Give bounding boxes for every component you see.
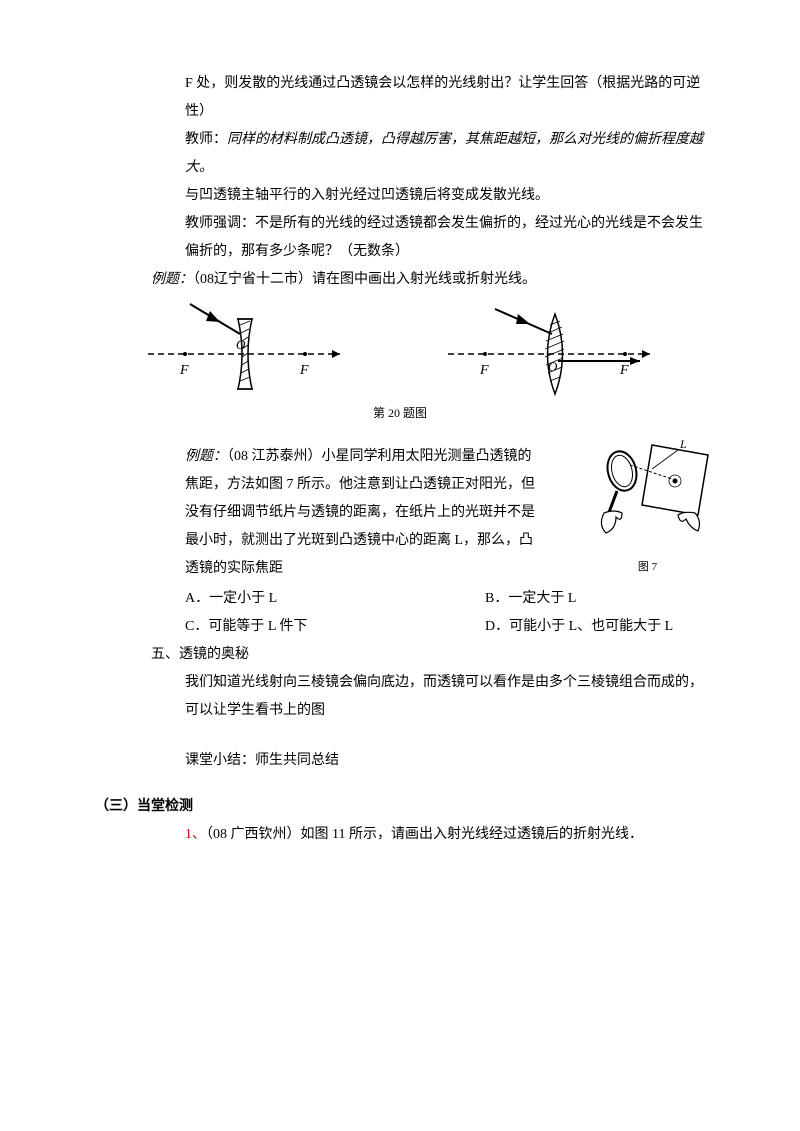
example1-label: 例题： bbox=[151, 272, 193, 287]
para2-prefix: 教师： bbox=[185, 132, 227, 147]
figure-7: L 图 7 bbox=[580, 433, 715, 578]
example-2-block: 例题：（08 江苏泰州）小星同学利用太阳光测量凸透镜的焦距，方法如图 7 所示。… bbox=[185, 443, 705, 583]
diagrams-row: F F O bbox=[95, 299, 705, 399]
question-1: 1、（08 广西钦州）如图 11 所示，请画出入射光线经过透镜后的折射光线． bbox=[185, 821, 705, 849]
para2-italic: 同样的材料制成凸透镜，凸得越厉害，其焦距越短，那么对光线的偏折程度越大。 bbox=[185, 132, 703, 175]
section-three: （三）当堂检测 bbox=[95, 793, 705, 821]
paragraph-4: 教师强调：不是所有的光线的经过透镜都会发生偏折的，经过光心的光线是不会发生偏折的… bbox=[185, 210, 705, 266]
choice-C: C．可能等于 L 件下 bbox=[185, 613, 485, 641]
svg-text:F: F bbox=[619, 363, 629, 378]
svg-text:F: F bbox=[299, 363, 309, 378]
choices-block: A．一定小于 L B．一定大于 L C．可能等于 L 件下 D．可能小于 L、也… bbox=[185, 585, 705, 641]
concave-lens-diagram: F F O bbox=[140, 299, 350, 399]
magnifier-sun-diagram: L bbox=[580, 433, 715, 543]
choice-D: D．可能小于 L、也可能大于 L bbox=[485, 613, 673, 641]
fig7-caption: 图 7 bbox=[580, 556, 715, 578]
class-summary: 课堂小结：师生共同总结 bbox=[185, 747, 705, 775]
example2-label: 例题： bbox=[185, 449, 227, 464]
choice-A: A．一定小于 L bbox=[185, 585, 485, 613]
example2-text-wrap: 例题：（08 江苏泰州）小星同学利用太阳光测量凸透镜的焦距，方法如图 7 所示。… bbox=[185, 443, 545, 583]
q1-text: （08 广西钦州）如图 11 所示，请画出入射光线经过透镜后的折射光线． bbox=[206, 827, 643, 842]
paragraph-1: F 处，则发散的光线通过凸透镜会以怎样的光线射出？让学生回答（根据光路的可逆性） bbox=[185, 70, 705, 126]
q1-number: 1、 bbox=[185, 827, 206, 842]
convex-lens-diagram: F F O bbox=[440, 299, 660, 399]
choice-B: B．一定大于 L bbox=[485, 585, 576, 613]
choice-row-1: A．一定小于 L B．一定大于 L bbox=[185, 585, 705, 613]
svg-text:F: F bbox=[479, 363, 489, 378]
svg-text:F: F bbox=[179, 363, 189, 378]
svg-text:L: L bbox=[679, 437, 687, 451]
paragraph-2: 教师：同样的材料制成凸透镜，凸得越厉害，其焦距越短，那么对光线的偏折程度越大。 bbox=[185, 126, 705, 182]
page-content: F 处，则发散的光线通过凸透镜会以怎样的光线射出？让学生回答（根据光路的可逆性）… bbox=[0, 0, 800, 889]
example2-text: （08 江苏泰州）小星同学利用太阳光测量凸透镜的焦距，方法如图 7 所示。他注意… bbox=[185, 449, 535, 576]
section-5-text: 我们知道光线射向三棱镜会偏向底边，而透镜可以看作是由多个三棱镜组合而成的，可以让… bbox=[185, 669, 705, 725]
diagram-caption: 第 20 题图 bbox=[95, 401, 705, 425]
section-three-title: （三）当堂检测 bbox=[95, 799, 193, 814]
paragraph-3: 与凹透镜主轴平行的入射光经过凹透镜后将变成发散光线。 bbox=[185, 182, 705, 210]
choice-row-2: C．可能等于 L 件下 D．可能小于 L、也可能大于 L bbox=[185, 613, 705, 641]
section-5-title: 五、透镜的奥秘 bbox=[151, 641, 705, 669]
example1-text: （08辽宁省十二市）请在图中画出入射光线或折射光线。 bbox=[193, 272, 536, 287]
example-1: 例题：（08辽宁省十二市）请在图中画出入射光线或折射光线。 bbox=[151, 266, 705, 294]
